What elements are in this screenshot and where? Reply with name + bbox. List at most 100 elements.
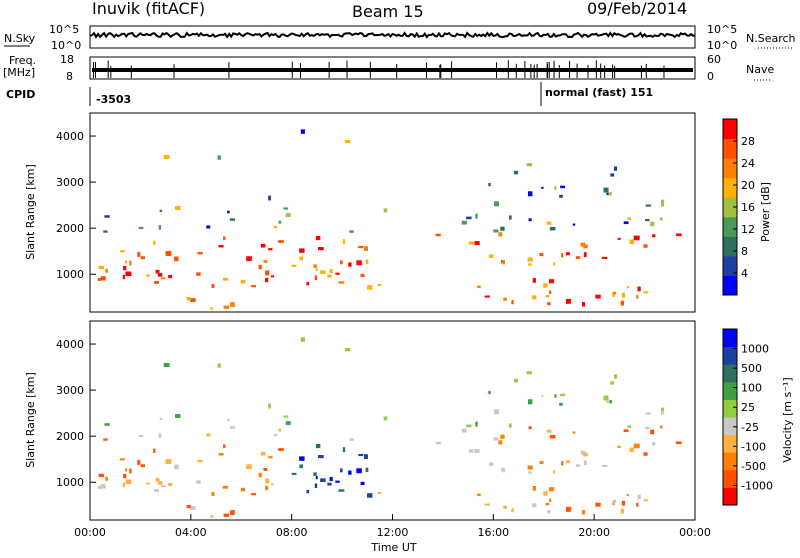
velocity-cell — [575, 464, 581, 467]
nsky-trace — [89, 31, 696, 39]
colorbar-swatch — [723, 434, 737, 453]
velocity-cell — [140, 464, 146, 468]
power-cell — [186, 296, 191, 301]
power-cell — [633, 235, 640, 241]
power-cell — [502, 260, 506, 265]
colorbar-swatch — [723, 329, 737, 348]
cpid-left-value: -3503 — [96, 93, 131, 106]
velocity-cell — [511, 508, 514, 513]
colorbar-frame — [722, 328, 738, 506]
velocity-cell — [595, 502, 601, 507]
velocity-cell — [660, 409, 664, 415]
power-cell — [246, 256, 252, 262]
velocity-cell — [318, 455, 324, 459]
velocity-cell — [103, 438, 108, 441]
velocity-cell — [358, 453, 364, 457]
power-cell — [154, 280, 159, 284]
power-cell — [278, 240, 284, 243]
power-cell — [163, 154, 170, 160]
velocity-cell — [335, 480, 340, 483]
velocity-cell — [146, 482, 150, 485]
velocity-cell — [315, 475, 318, 480]
x-tick-label: 00:00 — [679, 526, 711, 539]
nsearch-label: N.Search — [746, 32, 796, 45]
velocity-cell — [493, 437, 499, 441]
colorbar-swatch — [723, 399, 737, 418]
x-tick-label: 20:00 — [578, 526, 610, 539]
power-cell — [251, 285, 256, 288]
velocity-cell — [466, 424, 472, 428]
power-cell — [645, 218, 650, 222]
velocity-cell — [509, 423, 512, 428]
power-cell — [265, 277, 269, 283]
power-cell — [650, 221, 655, 227]
date-title: 09/Feb/2014 — [587, 0, 687, 18]
power-cell — [348, 262, 352, 267]
power-cell — [493, 229, 499, 233]
velocity-cell — [340, 468, 343, 473]
power-cell — [329, 269, 333, 274]
power-cell — [230, 302, 235, 307]
power-cell — [222, 277, 229, 281]
velocity-cell — [137, 459, 141, 465]
colorbar-tick-label: 16 — [741, 201, 755, 214]
power-cell — [609, 192, 612, 196]
velocity-cell — [268, 403, 271, 409]
y-tick-label: 4000 — [56, 338, 84, 351]
power-cell — [626, 285, 629, 289]
freq-label: Freq. — [9, 54, 36, 67]
power-cell — [306, 281, 310, 286]
power-cell — [468, 241, 474, 245]
velocity-cell — [260, 451, 266, 456]
velocity-cell — [645, 426, 650, 430]
power-cell — [613, 166, 618, 171]
velocity-cell — [230, 510, 235, 515]
power-cell — [175, 206, 181, 210]
power-cell — [197, 251, 203, 255]
velocity-cell — [543, 491, 548, 496]
x-tick-label: 16:00 — [477, 526, 509, 539]
power-cell — [527, 257, 533, 262]
power-cell — [435, 233, 441, 237]
power-cell — [531, 295, 537, 300]
power-cell — [636, 294, 639, 299]
velocity-cell — [299, 456, 305, 461]
power-cell — [612, 291, 617, 295]
power-cell — [349, 230, 354, 233]
power-cell — [159, 209, 163, 213]
colorbar-tick-label: 500 — [741, 362, 762, 375]
velocity-cell — [484, 503, 490, 506]
power-cell — [196, 272, 201, 276]
power-cell — [140, 256, 146, 260]
velocity-cell — [559, 402, 563, 406]
velocity-cell — [601, 464, 608, 467]
power-cell — [125, 271, 132, 277]
power-cell — [314, 275, 318, 281]
velocity-cell — [581, 510, 586, 515]
velocity-cell — [97, 486, 102, 489]
nsky-tick-top: 10^5 — [49, 23, 79, 36]
power-cell — [344, 139, 351, 144]
power-cell — [299, 248, 305, 253]
power-cell — [501, 259, 504, 264]
power-cell — [527, 191, 533, 197]
velocity-cell — [314, 483, 318, 489]
velocity-cell — [138, 434, 144, 438]
power-cell — [511, 300, 514, 305]
velocity-cell — [158, 433, 162, 438]
colorbar-swatch — [723, 119, 737, 140]
power-cell — [539, 252, 544, 257]
time-axis: 00:00 04:00 08:00 12:00 16:00 20:00 00:00 — [74, 514, 711, 539]
power-heatmap-cells — [97, 129, 682, 310]
velocity-cell — [270, 483, 275, 486]
power-cell — [553, 262, 556, 266]
velocity-cell — [609, 400, 612, 404]
velocity-cell — [612, 499, 617, 503]
velocity-cell — [583, 452, 588, 457]
power-cell — [617, 237, 621, 240]
power-cell — [559, 194, 563, 198]
power-cell — [291, 264, 297, 267]
velocity-cell — [268, 456, 273, 459]
